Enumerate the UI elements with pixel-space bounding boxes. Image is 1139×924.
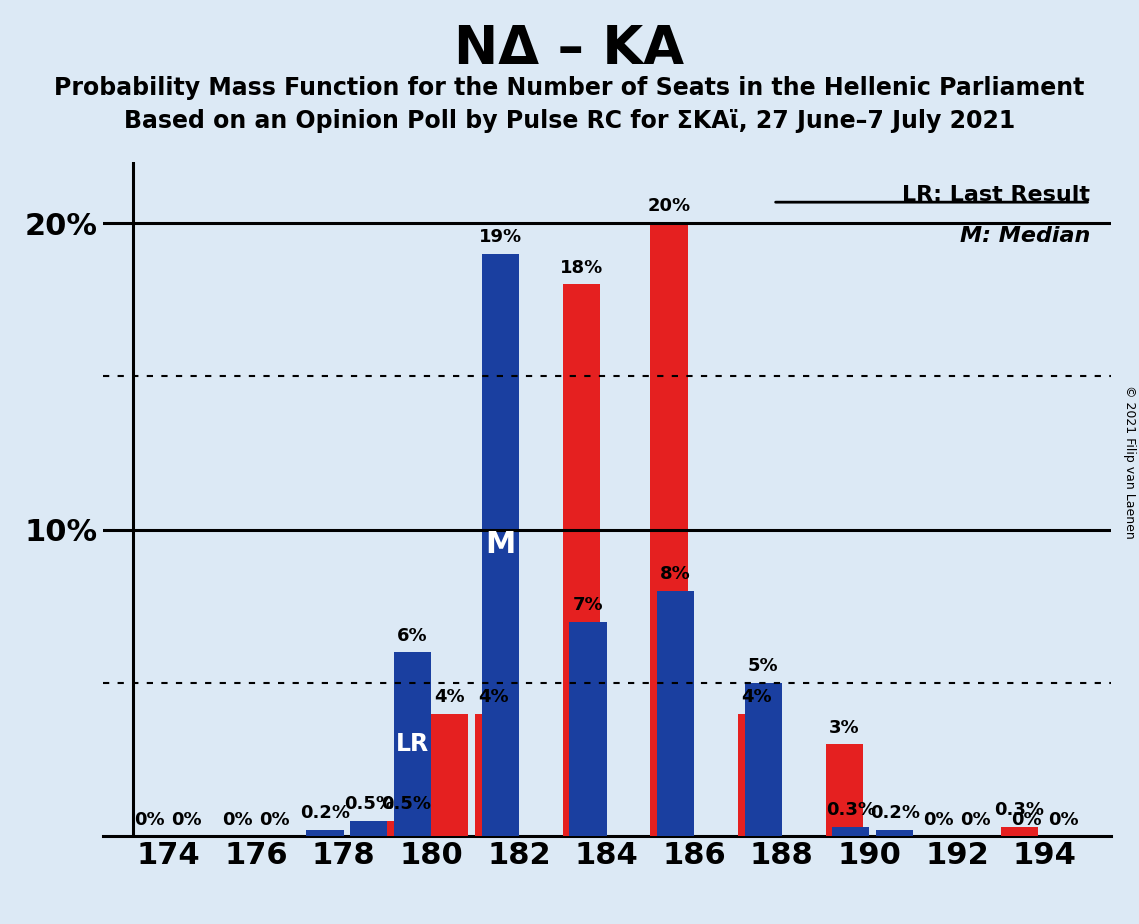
Text: M: M [485, 530, 516, 559]
Text: 6%: 6% [398, 626, 428, 645]
Text: 0%: 0% [924, 810, 953, 829]
Text: 0%: 0% [960, 810, 991, 829]
Text: LR: LR [396, 732, 429, 756]
Bar [306, 830, 344, 836]
Text: 4%: 4% [434, 687, 465, 706]
Bar [570, 622, 606, 836]
Text: 0%: 0% [1010, 810, 1041, 829]
Text: 0.2%: 0.2% [300, 805, 350, 822]
Text: Probability Mass Function for the Number of Seats in the Hellenic Parliament: Probability Mass Function for the Number… [55, 76, 1084, 100]
Bar [826, 744, 863, 836]
Text: Based on an Opinion Poll by Pulse RC for ΣKAϊ, 27 June–7 July 2021: Based on an Opinion Poll by Pulse RC for… [124, 109, 1015, 133]
Bar [350, 821, 387, 836]
Bar [387, 821, 425, 836]
Text: 0%: 0% [172, 810, 203, 829]
Text: 4%: 4% [741, 687, 772, 706]
Text: 0%: 0% [260, 810, 289, 829]
Text: 0.5%: 0.5% [382, 796, 431, 813]
Bar [1001, 827, 1039, 836]
Text: 0%: 0% [1048, 810, 1079, 829]
Bar [475, 713, 513, 836]
Text: 0%: 0% [222, 810, 253, 829]
Text: 5%: 5% [748, 657, 779, 675]
Text: 0.2%: 0.2% [870, 805, 919, 822]
Text: 0%: 0% [134, 810, 165, 829]
Bar [738, 713, 776, 836]
Text: 20%: 20% [647, 198, 690, 215]
Bar [833, 827, 869, 836]
Text: 4%: 4% [478, 687, 509, 706]
Text: 8%: 8% [661, 565, 691, 583]
Bar [876, 830, 913, 836]
Text: LR: Last Result: LR: Last Result [902, 186, 1090, 205]
Bar [563, 285, 600, 836]
Bar [745, 683, 781, 836]
Text: 0.3%: 0.3% [826, 801, 876, 820]
Text: 18%: 18% [559, 259, 603, 276]
Text: 7%: 7% [573, 596, 604, 614]
Bar [432, 713, 468, 836]
Text: © 2021 Filip van Laenen: © 2021 Filip van Laenen [1123, 385, 1137, 539]
Text: 0.5%: 0.5% [344, 796, 394, 813]
Bar [394, 652, 432, 836]
Text: 0.3%: 0.3% [994, 801, 1044, 820]
Bar [657, 591, 694, 836]
Bar [482, 254, 519, 836]
Text: 19%: 19% [478, 228, 522, 246]
Text: NΔ – KA: NΔ – KA [454, 23, 685, 75]
Text: 3%: 3% [829, 719, 860, 736]
Bar [650, 223, 688, 836]
Text: M: Median: M: Median [960, 225, 1090, 246]
